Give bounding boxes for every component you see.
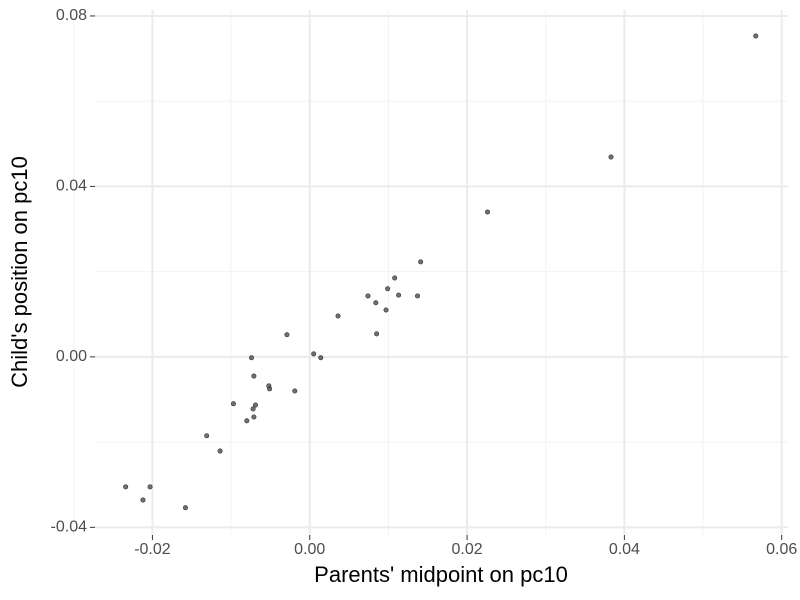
point: [217, 448, 223, 454]
point: [252, 402, 258, 408]
point: [123, 484, 129, 490]
point: [392, 275, 398, 281]
point: [251, 373, 257, 379]
point: [230, 401, 236, 407]
point: [251, 414, 257, 420]
point: [365, 293, 371, 299]
marks: [123, 33, 759, 511]
x-tick-label: 0.02: [451, 541, 482, 558]
point: [284, 332, 290, 338]
point: [140, 497, 146, 503]
point: [244, 418, 250, 424]
y-tick-label: -0.04: [51, 519, 88, 536]
point: [608, 154, 614, 160]
point: [249, 355, 255, 361]
point: [318, 355, 324, 361]
point: [147, 484, 153, 490]
point: [250, 406, 256, 412]
point: [335, 313, 341, 319]
x-tick-label: 0.06: [766, 541, 797, 558]
x-tick-label: -0.02: [134, 541, 171, 558]
point: [182, 505, 188, 511]
grid: [73, 10, 788, 540]
point: [485, 209, 491, 215]
point: [753, 33, 759, 39]
point: [373, 300, 379, 306]
point: [396, 292, 402, 298]
y-tick-label: 0.08: [56, 7, 87, 24]
x-axis-title: Parents' midpoint on pc10: [314, 562, 568, 587]
point: [383, 307, 389, 313]
y-tick-label: 0.00: [56, 348, 87, 365]
x-tick-label: 0.00: [294, 541, 325, 558]
point: [292, 388, 298, 394]
point: [374, 331, 380, 337]
y-tick-label: 0.04: [56, 178, 87, 195]
point: [267, 386, 273, 392]
point: [385, 286, 391, 292]
point: [418, 259, 424, 265]
x-tick-label: 0.04: [609, 541, 640, 558]
y-axis-title: Child's position on pc10: [7, 156, 32, 388]
point: [415, 293, 421, 299]
point: [311, 351, 317, 357]
point: [204, 433, 210, 439]
